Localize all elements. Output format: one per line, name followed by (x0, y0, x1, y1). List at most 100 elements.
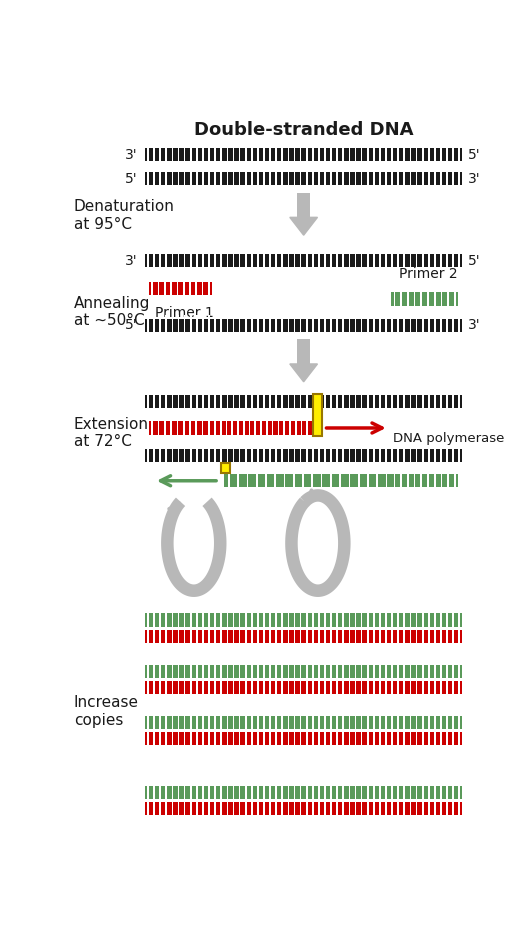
Bar (391, 782, 393, 803)
Bar (284, 470, 286, 491)
Text: 3': 3' (468, 171, 481, 186)
Bar (239, 798, 240, 819)
Bar (453, 661, 454, 682)
Bar (416, 610, 417, 630)
Bar (145, 448, 463, 462)
Bar (373, 625, 375, 646)
Bar (220, 169, 222, 189)
Bar (434, 728, 436, 749)
Bar (214, 625, 216, 646)
Bar (233, 250, 234, 271)
Bar (233, 625, 234, 646)
Bar (416, 712, 417, 733)
Bar (373, 782, 375, 803)
Bar (446, 782, 448, 803)
Bar (151, 278, 153, 299)
Bar (224, 474, 391, 487)
Bar (145, 148, 463, 161)
Bar (410, 250, 411, 271)
Bar (275, 677, 277, 698)
Bar (293, 661, 296, 682)
Bar (361, 728, 362, 749)
Bar (422, 445, 424, 466)
Bar (239, 782, 240, 803)
Bar (397, 315, 399, 336)
Bar (373, 661, 375, 682)
Bar (300, 782, 301, 803)
Bar (196, 315, 198, 336)
Bar (202, 250, 204, 271)
Bar (367, 445, 369, 466)
Bar (324, 391, 326, 412)
Bar (189, 278, 191, 299)
Bar (226, 315, 228, 336)
Bar (288, 391, 289, 412)
Bar (214, 677, 216, 698)
Bar (397, 145, 399, 165)
Bar (251, 625, 253, 646)
Bar (247, 470, 248, 491)
Bar (172, 625, 173, 646)
Bar (177, 798, 180, 819)
Bar (427, 288, 429, 309)
Bar (239, 712, 240, 733)
Bar (275, 445, 277, 466)
Bar (300, 169, 301, 189)
Bar (232, 418, 233, 438)
Bar (410, 391, 411, 412)
Bar (281, 782, 283, 803)
Bar (337, 712, 338, 733)
Bar (293, 315, 296, 336)
Bar (428, 712, 429, 733)
Bar (293, 712, 296, 733)
Bar (324, 798, 326, 819)
Text: Increase
copies: Increase copies (74, 696, 139, 728)
Bar (196, 610, 198, 630)
Bar (410, 315, 411, 336)
Bar (164, 278, 166, 299)
Bar (349, 782, 350, 803)
Bar (208, 418, 210, 438)
Bar (397, 169, 399, 189)
Bar (397, 250, 399, 271)
Bar (458, 728, 460, 749)
Bar (196, 250, 198, 271)
Bar (385, 661, 387, 682)
Bar (367, 712, 369, 733)
Bar (233, 445, 234, 466)
Bar (446, 169, 448, 189)
Bar (245, 677, 247, 698)
Bar (339, 470, 341, 491)
Bar (385, 728, 387, 749)
Bar (265, 470, 267, 491)
Bar (446, 145, 448, 165)
Bar (147, 250, 149, 271)
Bar (349, 677, 350, 698)
Bar (330, 728, 332, 749)
Bar (373, 677, 375, 698)
Bar (367, 391, 369, 412)
Bar (330, 677, 332, 698)
Bar (257, 250, 259, 271)
Bar (373, 169, 375, 189)
Bar (391, 728, 393, 749)
Bar (184, 728, 185, 749)
Bar (190, 677, 192, 698)
Bar (453, 250, 454, 271)
Bar (318, 445, 320, 466)
Bar (245, 712, 247, 733)
Bar (440, 782, 442, 803)
Bar (324, 782, 326, 803)
Bar (251, 610, 253, 630)
Bar (428, 798, 429, 819)
Bar (404, 145, 405, 165)
Bar (458, 250, 460, 271)
Bar (208, 169, 210, 189)
Bar (312, 393, 321, 436)
Bar (281, 315, 283, 336)
Bar (422, 728, 424, 749)
Bar (428, 610, 429, 630)
Bar (342, 445, 344, 466)
Bar (453, 782, 454, 803)
Bar (190, 798, 192, 819)
